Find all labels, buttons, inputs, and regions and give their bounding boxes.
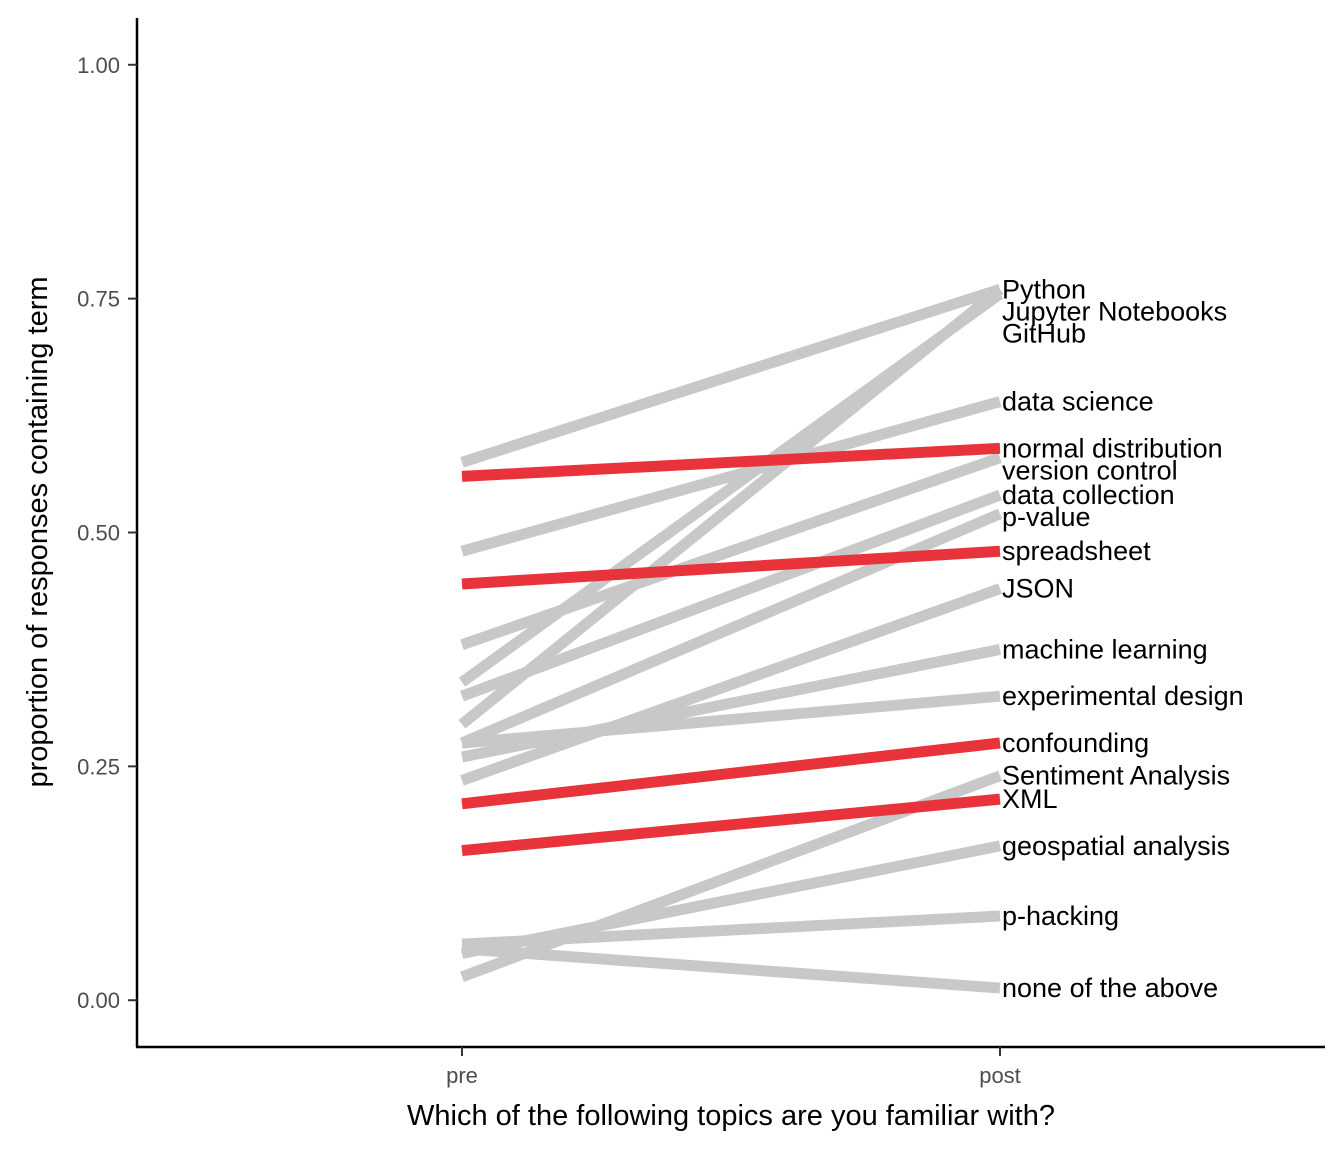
y-axis-ticks: 0.00 0.25 0.50 0.75 1.00 (77, 53, 137, 1013)
series-label-version-control: version control (1002, 455, 1178, 485)
y-tick-label: 0.25 (77, 754, 120, 779)
series-label-confounding: confounding (1002, 728, 1149, 758)
series-line-none-of-the-above (461, 943, 1001, 994)
series-label-normal-distribution: normal distribution (1002, 433, 1223, 463)
y-tick-label: 0.00 (77, 988, 120, 1013)
series-line-json (460, 583, 1002, 786)
y-axis-title: proportion of responses containing term (22, 276, 54, 787)
series-label-github: GitHub (1002, 318, 1086, 348)
series-label-experimental-design: experimental design (1002, 681, 1244, 711)
series-line-experimental-design (461, 690, 1001, 749)
series-line-data-science (460, 396, 1002, 557)
x-axis-ticks: pre post (446, 1047, 1021, 1088)
series-line-confounding (461, 737, 1001, 810)
series-line-xml (461, 793, 1001, 857)
series-label-p-hacking: p-hacking (1002, 901, 1119, 931)
x-tick-label: post (979, 1063, 1021, 1088)
series-line-p-hacking (461, 910, 1001, 950)
series-label-json: JSON (1002, 574, 1074, 604)
series-lines (458, 284, 1004, 994)
series-label-sentiment-analysis: Sentiment Analysis (1002, 761, 1230, 791)
series-label-geospatial-analysis: geospatial analysis (1002, 831, 1230, 861)
series-line-version-control (460, 452, 1002, 650)
y-tick-label: 1.00 (77, 53, 120, 78)
series-label-none-of-the-above: none of the above (1002, 973, 1218, 1003)
series-label-machine-learning: machine learning (1002, 634, 1208, 664)
x-axis-title: Which of the following topics are you fa… (407, 1100, 1055, 1132)
y-tick-label: 0.75 (77, 287, 120, 312)
series-label-python: Python (1002, 274, 1086, 304)
series-line-normal-distribution (461, 442, 1001, 482)
series-line-jupyter-notebooks (458, 285, 1004, 729)
series-label-jupyter-notebooks: Jupyter Notebooks (1002, 296, 1227, 326)
series-label-spreadsheet: spreadsheet (1002, 536, 1151, 566)
y-tick-label: 0.50 (77, 521, 120, 546)
series-line-python (460, 284, 1002, 468)
series-label-data-collection: data collection (1002, 480, 1175, 510)
series-label-p-value: p-value (1002, 502, 1091, 532)
series-label-xml: XML (1002, 784, 1058, 814)
series-line-data-collection (460, 489, 1002, 702)
series-line-spreadsheet (461, 545, 1001, 590)
x-tick-label: pre (446, 1063, 478, 1088)
series-label-data-science: data science (1002, 387, 1154, 417)
